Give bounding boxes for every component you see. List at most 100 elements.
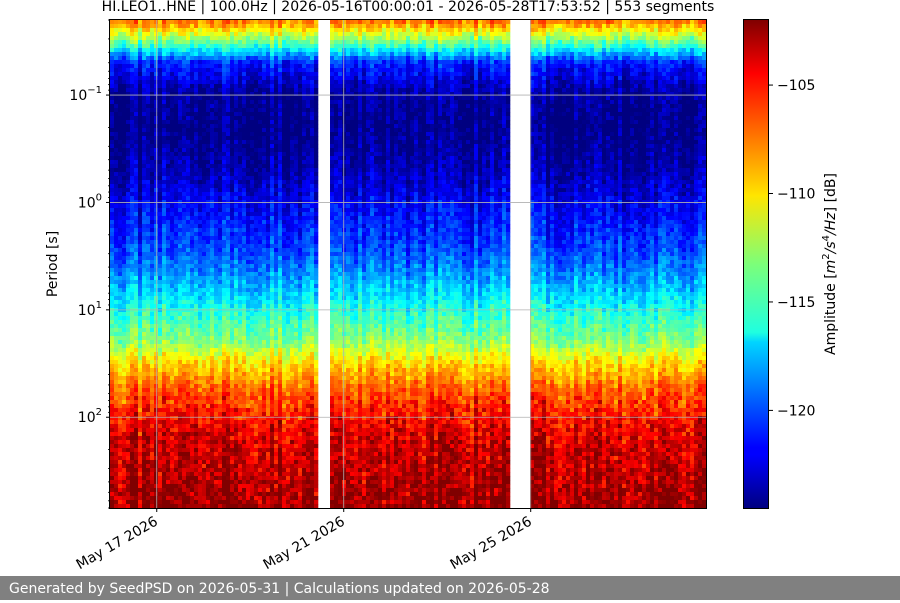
heatmap-cell bbox=[254, 244, 259, 249]
heatmap-cell bbox=[122, 408, 127, 413]
heatmap-cell bbox=[146, 248, 151, 253]
heatmap-cell bbox=[122, 132, 127, 137]
heatmap-cell bbox=[242, 180, 247, 185]
heatmap-cell bbox=[162, 104, 167, 109]
heatmap-cell bbox=[150, 68, 155, 73]
heatmap-cell bbox=[250, 488, 255, 493]
heatmap-cell bbox=[214, 76, 219, 81]
heatmap-cell bbox=[186, 300, 191, 305]
heatmap-cell bbox=[126, 388, 131, 393]
heatmap-cell bbox=[154, 440, 159, 445]
heatmap-cell bbox=[218, 240, 223, 245]
heatmap-cell bbox=[258, 484, 263, 489]
heatmap-cell bbox=[258, 360, 263, 365]
heatmap-cell bbox=[246, 272, 251, 277]
heatmap-cell bbox=[222, 464, 227, 469]
heatmap-cell bbox=[210, 120, 215, 125]
heatmap-cell bbox=[194, 468, 199, 473]
heatmap-cell bbox=[266, 468, 271, 473]
heatmap-cell bbox=[246, 228, 251, 233]
heatmap-cell bbox=[262, 76, 267, 81]
heatmap-cell bbox=[266, 156, 271, 161]
heatmap-cell bbox=[270, 444, 275, 449]
heatmap-cell bbox=[118, 356, 123, 361]
heatmap-cell bbox=[226, 28, 231, 33]
heatmap-cell bbox=[238, 408, 243, 413]
heatmap-cell bbox=[162, 252, 167, 257]
heatmap-cell bbox=[134, 164, 139, 169]
heatmap-cell bbox=[218, 448, 223, 453]
heatmap-cell bbox=[266, 448, 271, 453]
heatmap-cell bbox=[122, 180, 127, 185]
heatmap-cell bbox=[154, 180, 159, 185]
heatmap-cell bbox=[146, 392, 151, 397]
heatmap-cell bbox=[186, 256, 191, 261]
heatmap-cell bbox=[142, 328, 147, 333]
heatmap-cell bbox=[166, 60, 171, 65]
heatmap-cell bbox=[138, 88, 143, 93]
heatmap-cell bbox=[174, 252, 179, 257]
heatmap-cell bbox=[234, 396, 239, 401]
heatmap-cell bbox=[134, 124, 139, 129]
heatmap-cell bbox=[238, 284, 243, 289]
heatmap-cell bbox=[114, 432, 119, 437]
heatmap-cell bbox=[226, 192, 231, 197]
heatmap-cell bbox=[170, 288, 175, 293]
heatmap-cell bbox=[118, 268, 123, 273]
heatmap-cell bbox=[202, 324, 207, 329]
heatmap-cell bbox=[174, 60, 179, 65]
heatmap-cell bbox=[154, 84, 159, 89]
heatmap-cell bbox=[242, 228, 247, 233]
heatmap-cell bbox=[218, 132, 223, 137]
heatmap-cell bbox=[202, 232, 207, 237]
heatmap-cell bbox=[234, 224, 239, 229]
heatmap-cell bbox=[158, 460, 163, 465]
heatmap-cell bbox=[110, 300, 115, 305]
heatmap-cell bbox=[130, 188, 135, 193]
heatmap-cell bbox=[150, 496, 155, 501]
heatmap-cell bbox=[202, 480, 207, 485]
heatmap-cell bbox=[186, 124, 191, 129]
heatmap-cell bbox=[238, 424, 243, 429]
heatmap-cell bbox=[154, 464, 159, 469]
heatmap-cell bbox=[150, 144, 155, 149]
heatmap-cell bbox=[242, 296, 247, 301]
heatmap-cell bbox=[250, 448, 255, 453]
heatmap-cell bbox=[198, 284, 203, 289]
heatmap-cell bbox=[150, 412, 155, 417]
heatmap-cell bbox=[258, 220, 263, 225]
heatmap-cell bbox=[190, 260, 195, 265]
heatmap-cell bbox=[142, 260, 147, 265]
heatmap-cell bbox=[130, 32, 135, 37]
heatmap-cell bbox=[130, 28, 135, 33]
heatmap-cell bbox=[206, 448, 211, 453]
heatmap-cell bbox=[194, 360, 199, 365]
heatmap-cell bbox=[222, 448, 227, 453]
heatmap-cell bbox=[258, 344, 263, 349]
heatmap-cell bbox=[154, 92, 159, 97]
heatmap-cell bbox=[246, 492, 251, 497]
heatmap-cell bbox=[178, 388, 183, 393]
heatmap-cell bbox=[250, 132, 255, 137]
heatmap-cell bbox=[134, 64, 139, 69]
heatmap-cell bbox=[210, 324, 215, 329]
heatmap-cell bbox=[238, 92, 243, 97]
heatmap-cell bbox=[186, 492, 191, 497]
heatmap-cell bbox=[210, 280, 215, 285]
heatmap-cell bbox=[182, 64, 187, 69]
heatmap-cell bbox=[150, 52, 155, 57]
heatmap-cell bbox=[146, 276, 151, 281]
heatmap-cell bbox=[206, 128, 211, 133]
heatmap-cell bbox=[218, 32, 223, 37]
heatmap-cell bbox=[126, 296, 131, 301]
heatmap-cell bbox=[254, 152, 259, 157]
heatmap-cell bbox=[122, 204, 127, 209]
heatmap-cell bbox=[114, 224, 119, 229]
heatmap-cell bbox=[162, 360, 167, 365]
heatmap-cell bbox=[182, 252, 187, 257]
heatmap-cell bbox=[154, 100, 159, 105]
heatmap-cell bbox=[174, 72, 179, 77]
heatmap-cell bbox=[130, 212, 135, 217]
heatmap-cell bbox=[206, 80, 211, 85]
heatmap-cell bbox=[122, 372, 127, 377]
